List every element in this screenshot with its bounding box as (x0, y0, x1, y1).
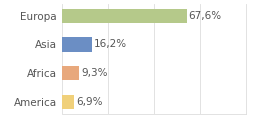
Text: 6,9%: 6,9% (76, 97, 103, 107)
Bar (62, 37, 92, 52)
Bar (62, 95, 74, 109)
Text: 9,3%: 9,3% (81, 68, 108, 78)
Bar (62, 9, 186, 23)
Bar (62, 66, 79, 80)
Text: 67,6%: 67,6% (189, 11, 222, 21)
Text: 16,2%: 16,2% (94, 39, 127, 49)
